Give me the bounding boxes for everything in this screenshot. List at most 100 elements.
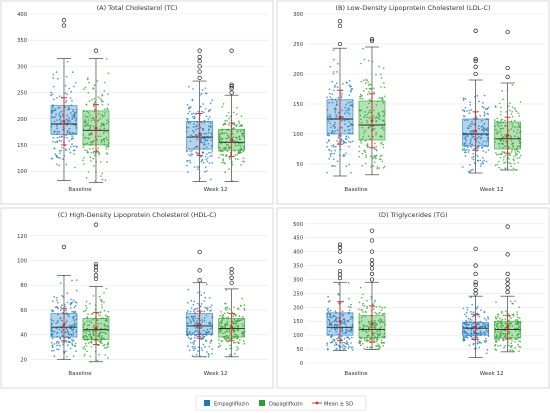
data-point [379,155,382,158]
panel-a: (A) Total Cholesterol (TC)10015020025030… [0,0,274,205]
data-point [513,162,516,165]
data-point [498,321,501,324]
data-point [495,128,497,131]
data-point [507,344,510,347]
panel-title: (C) High-Density Lipoprotein Cholesterol… [58,211,217,219]
data-point [358,321,361,324]
data-point [504,161,507,164]
data-point [504,154,507,157]
data-point [465,331,468,333]
data-point [221,316,223,318]
data-point [190,321,192,323]
data-point [236,106,238,109]
data-point [223,132,226,135]
data-point [326,141,329,144]
data-point [188,107,191,109]
data-point [462,97,465,100]
data-point [69,337,71,339]
data-point [344,346,347,348]
data-point [208,297,211,299]
data-point [191,115,194,118]
data-point [333,86,336,88]
data-point [222,158,225,160]
data-point [82,347,85,350]
data-point [377,117,380,119]
data-point [502,324,505,327]
data-point [191,98,194,101]
data-point [101,114,103,116]
y-tick-label: 300 [17,64,27,70]
data-point [483,111,486,113]
data-point [382,344,384,347]
data-point [222,332,224,335]
data-point [201,321,204,323]
data-point [463,137,466,139]
y-tick-label: 400 [293,250,303,256]
data-point [464,107,467,109]
data-point [472,326,475,328]
data-point [52,98,55,101]
data-point [189,310,192,313]
outlier-point [505,74,510,80]
data-point [204,355,206,358]
data-point [92,330,94,333]
data-point [56,77,59,80]
data-point [96,319,99,322]
data-point [72,311,75,313]
data-point [85,345,88,347]
data-point [331,165,334,167]
box-empagliflozin-week-12 [461,246,490,358]
data-point [92,157,95,160]
data-point [226,320,229,323]
data-point [191,317,194,320]
outlier-point [197,75,202,81]
data-point [465,323,468,326]
data-point [50,341,53,344]
data-point [463,330,466,333]
panel-c: (C) High-Density Lipoprotein Cholesterol… [0,207,274,389]
data-point [351,132,354,135]
data-point [361,316,363,319]
data-point [339,148,342,151]
data-point [333,123,336,126]
data-point [493,323,496,326]
data-point [463,144,466,147]
data-point [484,108,487,110]
data-point [516,150,519,153]
data-point [506,89,509,91]
data-point [96,149,98,152]
data-point [231,179,233,182]
data-point [350,124,353,127]
data-point [366,340,369,343]
data-point [461,331,464,334]
data-point [330,132,333,135]
data-point [504,318,506,320]
data-point [229,115,232,118]
data-point [226,134,229,137]
data-point [59,152,61,155]
data-point [189,341,192,344]
data-point [106,329,109,332]
data-point [363,337,366,340]
data-point [361,97,364,100]
data-point [89,126,92,129]
data-point [512,315,515,317]
data-point [65,134,67,137]
data-point [84,149,86,152]
y-tick-label: 300 [293,12,303,18]
data-point [382,146,385,149]
outlier-point [473,282,478,288]
data-point [482,322,485,325]
data-point [472,168,474,171]
data-point [483,331,486,334]
data-point [224,148,227,150]
data-point [502,337,504,340]
data-point [465,334,468,337]
data-point [369,326,372,328]
data-point [71,344,74,347]
data-point [186,301,189,304]
data-point [226,306,229,309]
data-point [349,306,352,309]
data-point [469,318,472,320]
data-point [237,158,239,161]
